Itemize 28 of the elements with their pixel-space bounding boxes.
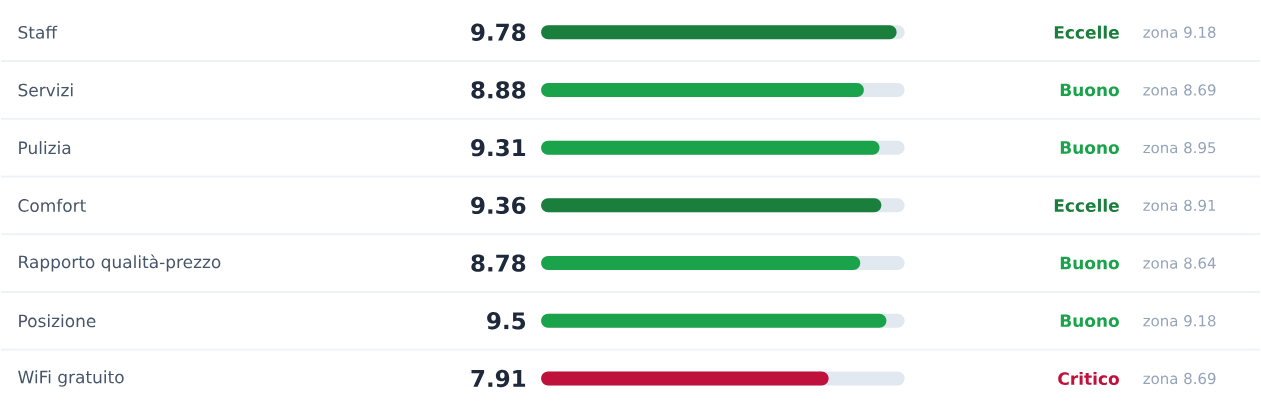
text: Buono — [1060, 314, 1119, 327]
text: zona 8.64 — [1143, 257, 1216, 269]
y-tick-label: Staff — [18, 25, 58, 39]
text: Buono — [1060, 141, 1119, 154]
text: Eccelle — [1054, 25, 1119, 39]
data-label: 9.31 — [471, 138, 526, 157]
y-tick-label: Posizione — [19, 314, 96, 328]
data-label: 9.36 — [471, 196, 526, 214]
y-tick-label: Rapporto qualità-prezzo — [19, 254, 221, 272]
text: zona 8.91 — [1143, 199, 1216, 211]
text: Buono — [1060, 256, 1119, 270]
text: zona 9.18 — [1143, 26, 1216, 38]
text: Eccelle — [1054, 198, 1119, 212]
y-tick-label: Pulizia — [19, 140, 71, 155]
text: Buono — [1060, 83, 1119, 97]
y-tick-label: Comfort — [18, 198, 86, 212]
y-tick-label: Servizi — [18, 83, 73, 97]
text: zona 9.18 — [1143, 314, 1216, 327]
data-label: 9.5 — [487, 311, 526, 330]
text: Critico — [1058, 371, 1119, 385]
text: zona 8.95 — [1143, 141, 1216, 154]
data-label: 8.88 — [471, 81, 526, 99]
text: zona 8.69 — [1143, 372, 1216, 385]
data-label: 9.78 — [471, 23, 526, 41]
data-label: 8.78 — [471, 254, 526, 272]
text: zona 8.69 — [1143, 84, 1216, 96]
y-tick-label: WiFi gratuito — [18, 370, 124, 387]
data-label: 7.91 — [471, 369, 526, 388]
